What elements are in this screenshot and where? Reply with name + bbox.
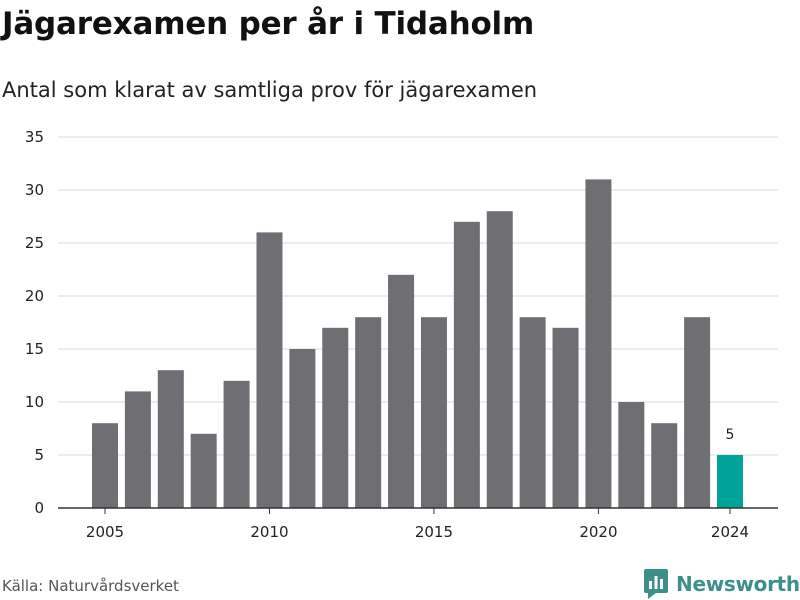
bar [124,391,151,508]
bar [453,221,480,509]
source-note: Källa: Naturvårdsverket [2,577,179,595]
y-tick-label: 30 [25,181,44,199]
bar-chart-logo-icon [644,569,668,599]
y-tick-label: 15 [25,340,44,358]
bar [92,423,118,508]
bar [651,423,678,508]
bar [618,402,645,508]
x-tick-label: 2024 [711,523,749,541]
bar [684,317,711,508]
data-label: 5 [726,427,735,443]
bar [552,327,579,508]
bar [322,327,349,508]
bar-chart: 0 5 10 15 20 25 30 35 5 2005 2010 2015 2020 2024 [25,128,778,541]
bar [519,317,546,508]
bar [388,274,415,508]
bar [289,349,316,508]
bar [486,211,513,508]
bar [223,380,250,508]
x-tick-label: 2020 [579,523,617,541]
brand-name: Newsworthy [676,572,800,596]
brand: Newsworthy [644,569,800,599]
x-tick-label: 2010 [250,523,288,541]
bar [157,370,184,508]
y-tick-label: 0 [34,499,44,517]
y-tick-label: 5 [34,446,44,464]
bar [190,433,217,508]
x-tick-label: 2005 [86,523,124,541]
x-tick-label: 2015 [415,523,453,541]
y-tick-label: 35 [25,128,44,146]
chart-subtitle: Antal som klarat av samtliga prov för jä… [2,78,538,102]
chart-title: Jägarexamen per år i Tidaholm [2,6,535,42]
y-tick-label: 20 [25,287,44,305]
bar [585,179,612,508]
bar-highlight [717,455,743,508]
bar [355,317,382,508]
bar [420,317,447,508]
bar [256,232,283,508]
y-tick-label: 10 [25,393,44,411]
y-tick-label: 25 [25,234,44,252]
